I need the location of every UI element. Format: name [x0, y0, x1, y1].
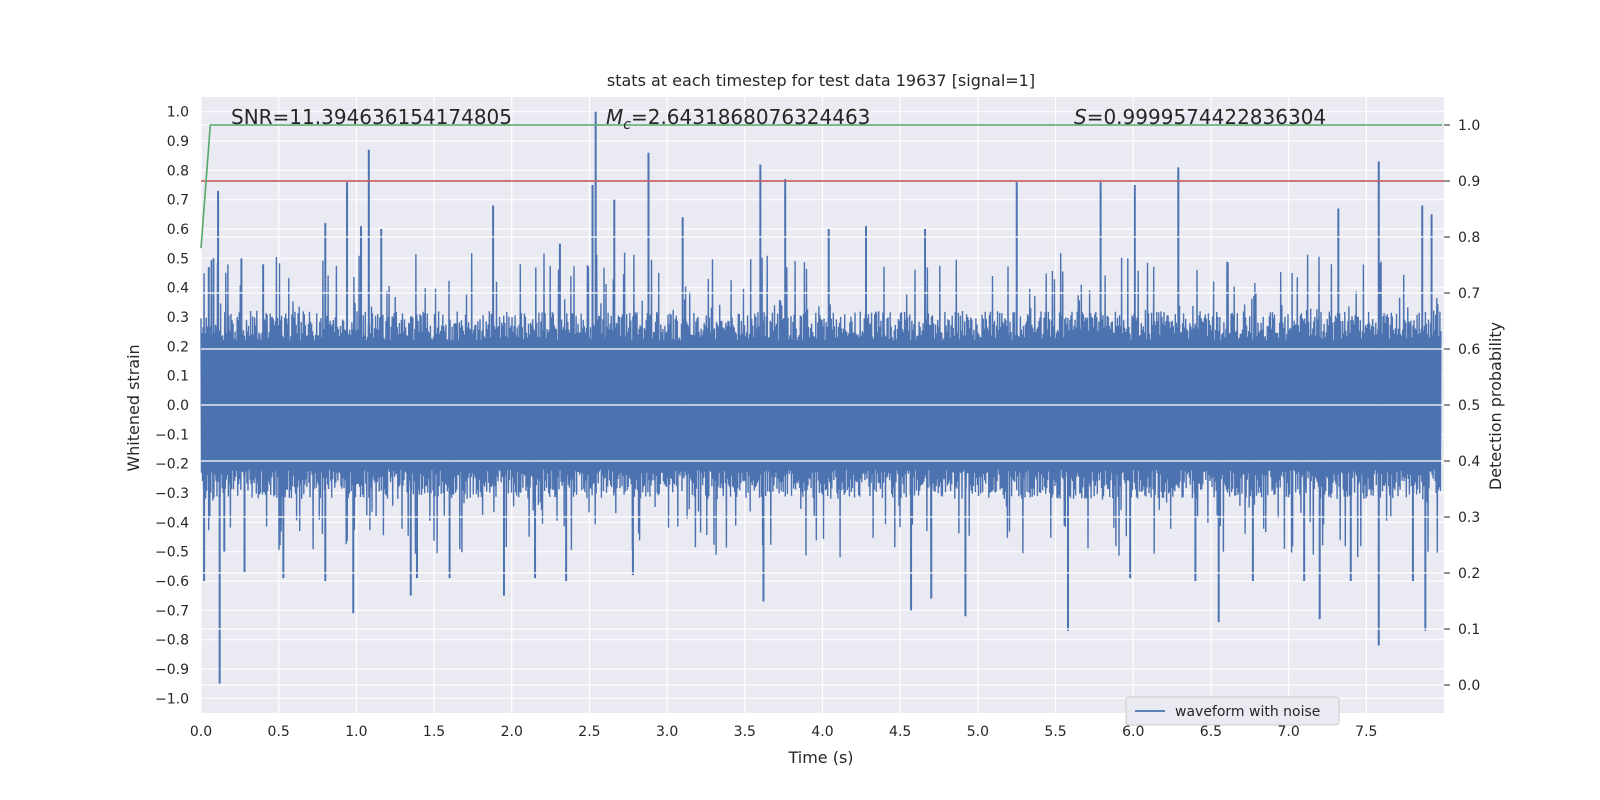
- y-left-tick-label: −0.8: [155, 633, 189, 649]
- y-left-tick-label: −0.9: [155, 662, 189, 678]
- x-tick-label: 3.0: [656, 724, 678, 740]
- y-right-tick-label: 0.6: [1458, 342, 1480, 358]
- y-right-tick-label: 0.2: [1458, 566, 1480, 582]
- y-left-tick-label: −1.0: [155, 691, 189, 707]
- y-left-tick-label: −0.3: [155, 486, 189, 502]
- x-tick-label: 1.5: [423, 724, 445, 740]
- x-tick-label: 0.0: [190, 724, 212, 740]
- legend-box: [1125, 696, 1340, 726]
- y-right-tick-label: 0.0: [1458, 678, 1480, 694]
- y-left-tick-label: 0.0: [167, 398, 189, 414]
- x-tick-label: 6.5: [1200, 724, 1222, 740]
- y-left-tick-label: 0.4: [167, 281, 189, 297]
- chirp-mass-symbol: M: [606, 105, 623, 129]
- x-tick-label: 4.5: [889, 724, 911, 740]
- y-left-tick-label: −0.2: [155, 457, 189, 473]
- y-left-tick-label: 0.3: [167, 310, 189, 326]
- waveform-line: [200, 252, 1442, 558]
- probability-line: [200, 124, 1443, 249]
- x-tick-label: 2.5: [578, 724, 600, 740]
- x-tick-label: 1.0: [345, 724, 367, 740]
- x-tick-label: 0.5: [268, 724, 290, 740]
- legend-label-waveform: waveform with noise: [1175, 704, 1320, 720]
- y-left-tick-label: 0.8: [167, 163, 189, 179]
- y-right-tick-label: 0.7: [1458, 286, 1480, 302]
- y-left-tick-label: 0.9: [167, 134, 189, 150]
- y-left-tick-label: 0.2: [167, 339, 189, 355]
- x-tick-label: 5.0: [967, 724, 989, 740]
- y-right-tick-label: 0.4: [1458, 454, 1480, 470]
- y-right-tick-label: 1.0: [1458, 118, 1480, 134]
- y-right-tick-label: 0.3: [1458, 510, 1480, 526]
- significance-symbol: S: [1074, 105, 1087, 129]
- y-left-tick-label: −0.4: [155, 515, 189, 531]
- y-left-tick-label: 1.0: [167, 105, 189, 121]
- y-right-tick-label: 0.9: [1458, 174, 1480, 190]
- chirp-mass-annotation: Mc=2.6431868076324463: [606, 105, 870, 133]
- y-left-tick-label: 0.6: [167, 222, 189, 238]
- chart-title: stats at each timestep for test data 196…: [607, 71, 1035, 90]
- chirp-mass-value: =2.6431868076324463: [631, 105, 870, 129]
- y-right-tick-label: 0.5: [1458, 398, 1480, 414]
- y-left-tick-label: 0.7: [167, 193, 189, 209]
- x-tick-label: 2.0: [501, 724, 523, 740]
- significance-value: =0.9999574422836304: [1087, 105, 1326, 129]
- significance-annotation: S=0.9999574422836304: [1074, 105, 1326, 129]
- y-left-tick-label: −0.7: [155, 603, 189, 619]
- y-right-tick-label: 0.1: [1458, 622, 1480, 638]
- y-left-tick-label: −0.5: [155, 545, 189, 561]
- x-tick-label: 4.0: [811, 724, 833, 740]
- x-axis-label: Time (s): [787, 748, 853, 767]
- axis-ticks: 0.0 0.5 1.0 1.5 2.0 2.5 3.0 3.5 4.0 4.5 5.0 5.5 6.0 6…: [155, 105, 1480, 740]
- y-axis-left-label: Whitened strain: [124, 344, 143, 471]
- legend: waveform with noise: [1125, 696, 1340, 726]
- x-tick-label: 7.5: [1355, 724, 1377, 740]
- y-left-tick-label: −0.1: [155, 427, 189, 443]
- probability-series: [200, 124, 1444, 249]
- y-right-tick-label: 0.8: [1458, 230, 1480, 246]
- x-tick-label: 3.5: [734, 724, 756, 740]
- y-axis-right-label: Detection probability: [1486, 322, 1505, 490]
- x-tick-label: 5.5: [1044, 724, 1066, 740]
- x-tick-label: 7.0: [1277, 724, 1299, 740]
- x-tick-label: 6.0: [1122, 724, 1144, 740]
- chirp-mass-subscript: c: [623, 117, 631, 133]
- snr-annotation: SNR=11.394636154174805: [231, 105, 512, 129]
- y-left-tick-label: 0.1: [167, 369, 189, 385]
- y-left-tick-label: 0.5: [167, 251, 189, 267]
- y-left-tick-label: −0.6: [155, 574, 189, 590]
- waveform-series: [200, 111, 1444, 686]
